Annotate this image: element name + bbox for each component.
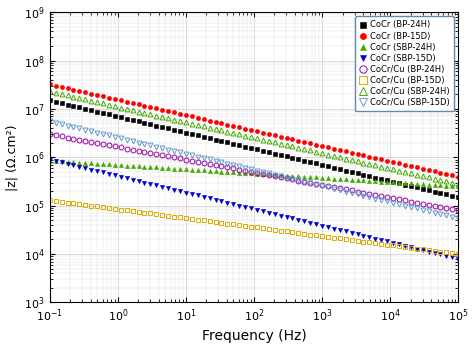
CoCr (BP-15D) xyxy=(47,82,53,87)
CoCr/Cu (BP-15D) xyxy=(396,244,402,248)
CoCr (SBP-15D) xyxy=(456,257,461,261)
CoCr/Cu (SBP-24H) xyxy=(396,169,402,173)
CoCr (BP-24H) xyxy=(396,181,402,185)
CoCr (SBP-15D) xyxy=(272,212,278,216)
CoCr/Cu (SBP-24H) xyxy=(47,89,53,94)
CoCr (SBP-15D) xyxy=(396,242,402,246)
CoCr/Cu (BP-15D) xyxy=(142,210,147,215)
CoCr (SBP-24H) xyxy=(47,158,53,163)
CoCr (BP-24H) xyxy=(142,121,147,125)
CoCr (BP-24H) xyxy=(390,180,396,184)
CoCr (BP-24H) xyxy=(154,124,159,128)
Line: CoCr/Cu (SBP-15D): CoCr/Cu (SBP-15D) xyxy=(47,119,461,221)
CoCr (BP-24H) xyxy=(47,98,53,103)
CoCr/Cu (SBP-15D) xyxy=(142,142,147,146)
CoCr/Cu (SBP-15D) xyxy=(396,202,402,206)
CoCr/Cu (SBP-15D) xyxy=(456,216,461,220)
CoCr/Cu (BP-24H) xyxy=(171,155,177,159)
CoCr/Cu (SBP-24H) xyxy=(171,118,177,122)
CoCr (BP-24H) xyxy=(171,128,177,132)
Legend: CoCr (BP-24H), CoCr (BP-15D), CoCr (SBP-24H), CoCr (SBP-15D), CoCr/Cu (BP-24H), : CoCr (BP-24H), CoCr (BP-15D), CoCr (SBP-… xyxy=(355,16,454,111)
CoCr (BP-15D) xyxy=(396,161,402,165)
CoCr/Cu (SBP-24H) xyxy=(390,167,396,171)
X-axis label: Frequency (Hz): Frequency (Hz) xyxy=(201,329,306,343)
CoCr (SBP-15D) xyxy=(154,183,159,187)
CoCr (SBP-15D) xyxy=(47,157,53,162)
CoCr/Cu (SBP-15D) xyxy=(47,119,53,124)
CoCr/Cu (BP-24H) xyxy=(390,196,396,200)
CoCr (SBP-24H) xyxy=(456,184,461,188)
CoCr/Cu (BP-15D) xyxy=(154,212,159,216)
CoCr (SBP-24H) xyxy=(272,173,278,177)
CoCr/Cu (BP-15D) xyxy=(171,215,177,219)
CoCr (BP-15D) xyxy=(456,174,461,179)
CoCr (SBP-24H) xyxy=(390,180,396,184)
Line: CoCr/Cu (BP-24H): CoCr/Cu (BP-24H) xyxy=(47,132,461,213)
CoCr/Cu (BP-15D) xyxy=(272,228,278,232)
Line: CoCr (BP-24H): CoCr (BP-24H) xyxy=(48,98,460,199)
CoCr/Cu (SBP-15D) xyxy=(272,173,278,177)
CoCr (BP-15D) xyxy=(272,133,278,137)
CoCr/Cu (SBP-24H) xyxy=(154,113,159,118)
CoCr/Cu (SBP-15D) xyxy=(154,144,159,149)
CoCr (BP-24H) xyxy=(456,195,461,199)
Line: CoCr/Cu (SBP-24H): CoCr/Cu (SBP-24H) xyxy=(47,89,461,186)
Line: CoCr/Cu (BP-15D): CoCr/Cu (BP-15D) xyxy=(47,198,461,257)
CoCr/Cu (BP-15D) xyxy=(390,243,396,247)
CoCr (SBP-24H) xyxy=(396,180,402,185)
CoCr/Cu (BP-24H) xyxy=(47,132,53,136)
CoCr (BP-24H) xyxy=(272,151,278,156)
CoCr/Cu (SBP-24H) xyxy=(456,182,461,186)
CoCr (SBP-24H) xyxy=(154,165,159,170)
CoCr (SBP-15D) xyxy=(142,180,147,185)
CoCr (SBP-15D) xyxy=(171,188,177,192)
CoCr/Cu (SBP-15D) xyxy=(390,201,396,205)
CoCr/Cu (BP-15D) xyxy=(47,198,53,202)
CoCr (BP-15D) xyxy=(171,110,177,114)
CoCr/Cu (BP-24H) xyxy=(272,174,278,178)
CoCr (SBP-15D) xyxy=(390,241,396,245)
CoCr/Cu (BP-24H) xyxy=(154,152,159,156)
Line: CoCr (BP-15D): CoCr (BP-15D) xyxy=(48,82,460,179)
Line: CoCr (SBP-15D): CoCr (SBP-15D) xyxy=(48,157,460,261)
CoCr/Cu (BP-24H) xyxy=(396,197,402,201)
CoCr (SBP-24H) xyxy=(171,166,177,171)
Line: CoCr (SBP-24H): CoCr (SBP-24H) xyxy=(48,159,460,188)
CoCr (SBP-24H) xyxy=(142,165,147,169)
CoCr (BP-15D) xyxy=(142,104,147,108)
CoCr/Cu (BP-24H) xyxy=(142,150,147,154)
Y-axis label: |z| (Ω.cm²): |z| (Ω.cm²) xyxy=(6,124,18,191)
CoCr (BP-15D) xyxy=(390,160,396,164)
CoCr/Cu (BP-15D) xyxy=(456,252,461,256)
CoCr/Cu (SBP-24H) xyxy=(272,140,278,144)
CoCr/Cu (SBP-15D) xyxy=(171,149,177,153)
CoCr (BP-15D) xyxy=(154,106,159,111)
CoCr/Cu (BP-24H) xyxy=(456,208,461,213)
CoCr/Cu (SBP-24H) xyxy=(142,111,147,115)
